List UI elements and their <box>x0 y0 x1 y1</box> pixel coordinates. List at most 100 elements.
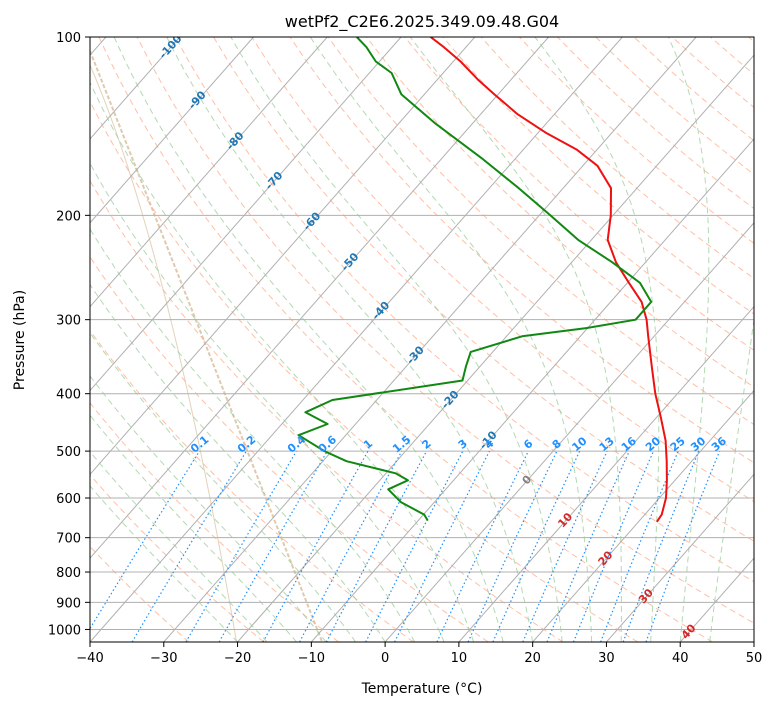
x-tick-label: 0 <box>381 651 389 666</box>
isotherm-line <box>90 37 181 140</box>
isotherm-line <box>90 37 476 476</box>
x-tick-label: 40 <box>672 651 689 666</box>
mixing-ratio-line <box>492 450 581 642</box>
x-tick-label: −10 <box>298 651 325 666</box>
x-tick-label: 10 <box>451 651 468 666</box>
x-tick-label: −20 <box>224 651 251 666</box>
moist-adiabat-line <box>90 332 356 642</box>
y-tick-label: 100 <box>56 31 81 46</box>
dry-adiabat-line <box>480 37 754 279</box>
isotherm-line <box>163 37 697 642</box>
dry-adiabat-line <box>90 474 265 642</box>
mixing-ratio-line <box>394 450 491 642</box>
isotherm-line <box>310 138 754 642</box>
x-axis-ticks: −40 −30 −20 −10 0 10 20 30 40 50 <box>76 642 762 666</box>
dry-adiabat-line <box>251 37 754 503</box>
temperature-profile-line <box>429 37 668 523</box>
moist-adiabat-line <box>409 37 622 642</box>
mixing-ratio-labels: 0.1 0.2 0.4 0.6 1 1.5 2 3 4 6 8 10 13 16 20 25 30 36 <box>188 433 729 456</box>
dry-adiabat-line <box>90 402 339 642</box>
plot-area: -100-90-80-70-60-50-40-30-20-10010203040… <box>90 32 754 642</box>
dry-adiabat-line <box>327 37 754 426</box>
moist-adiabat-line <box>534 37 660 642</box>
plot-frame <box>89 36 755 643</box>
y-tick-label: 400 <box>56 388 81 403</box>
dry-adiabat-line <box>98 37 713 642</box>
mixing-ratio-label: 1 <box>361 437 375 452</box>
mixing-ratio-line <box>572 450 655 642</box>
dry-adiabat-line <box>213 37 754 542</box>
dry-adiabat-line <box>442 37 754 315</box>
isotherm-line <box>606 473 754 642</box>
isotherm-line <box>753 641 754 642</box>
skewed-isotherms <box>90 37 754 642</box>
moist-adiabat-line <box>230 37 563 642</box>
dry-adiabat-line <box>136 37 754 624</box>
dry-adiabat-line <box>595 37 754 176</box>
moist-adiabat-line <box>166 37 534 642</box>
mixing-ratio-line <box>262 450 369 642</box>
reference-curve <box>90 64 238 642</box>
moist-adiabat-line <box>90 414 297 642</box>
dry-adiabat-line <box>90 545 190 642</box>
dry-adiabat-line <box>518 37 754 244</box>
y-tick-label: 600 <box>56 492 81 507</box>
y-tick-label: 500 <box>56 445 81 460</box>
mixing-ratio-line <box>325 450 428 642</box>
x-tick-label: 30 <box>598 651 615 666</box>
isotherm-line <box>90 37 328 308</box>
isotherm-label: -100 <box>156 32 184 61</box>
mixing-ratio-line <box>436 450 529 642</box>
moist-adiabat-line <box>90 485 238 642</box>
dry-adiabat-line <box>748 37 754 43</box>
isotherm-line <box>90 37 402 392</box>
isotherm-line <box>90 37 254 224</box>
mixing-ratio-lines <box>90 450 721 642</box>
moist-adiabat-line <box>709 315 754 642</box>
moist-adiabat-line <box>113 37 504 642</box>
isotherm-line <box>458 305 754 642</box>
x-tick-label: 20 <box>524 651 541 666</box>
mixing-ratio-line <box>299 450 403 642</box>
moist-adiabat-line <box>90 162 445 642</box>
dry-adiabat-line <box>366 37 754 388</box>
dry-adiabat-line <box>90 179 564 642</box>
dry-adiabat-line <box>90 255 489 642</box>
dry-adiabat-line <box>90 100 639 642</box>
isotherm-line <box>532 389 754 642</box>
moist-adiabats <box>90 37 754 642</box>
x-tick-label: 50 <box>746 651 763 666</box>
dewpoint-profile-line <box>297 37 653 522</box>
y-tick-label: 300 <box>56 314 81 329</box>
y-axis-ticks: 100 200 300 400 500 600 700 800 900 1000 <box>48 31 90 638</box>
pressure-gridlines <box>90 37 754 630</box>
y-tick-label: 800 <box>56 566 81 581</box>
mixing-ratio-line <box>622 450 700 642</box>
isotherm-line <box>90 37 549 559</box>
mixing-ratio-line <box>90 450 200 630</box>
y-tick-label: 1000 <box>48 623 81 638</box>
dry-adiabat-line <box>289 37 754 464</box>
chart-title: wetPf2_C2E6.2025.349.09.48.G04 <box>285 12 559 32</box>
mixing-ratio-line <box>645 450 721 642</box>
mixing-ratio-label: 0.4 <box>285 433 309 456</box>
mixing-ratio-label: 1.5 <box>390 433 413 455</box>
y-tick-label: 200 <box>56 209 81 224</box>
moist-adiabat-line <box>90 283 386 642</box>
moist-adiabat-line <box>90 450 268 642</box>
y-tick-label: 900 <box>56 596 81 611</box>
isotherm-line <box>384 222 754 642</box>
moist-adiabat-line <box>309 37 593 642</box>
y-axis-label: Pressure (hPa) <box>12 290 28 390</box>
dry-adiabat-line <box>671 37 754 108</box>
mixing-ratio-line <box>600 450 679 642</box>
moist-adiabat-line <box>90 375 327 642</box>
dry-adiabat-line <box>557 37 754 210</box>
mixing-ratio-label: 6 <box>521 437 535 452</box>
isotherm-line <box>237 54 754 642</box>
x-tick-label: −40 <box>76 651 103 666</box>
dry-adiabat-line <box>710 37 754 75</box>
isotherm-line <box>679 557 754 642</box>
mixing-ratio-line <box>185 450 297 642</box>
